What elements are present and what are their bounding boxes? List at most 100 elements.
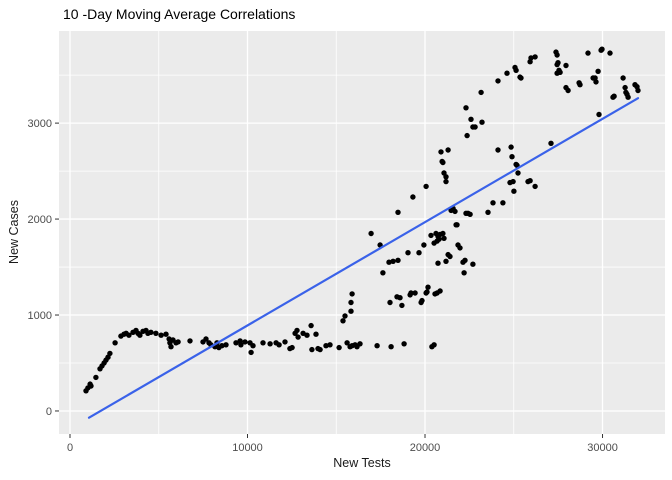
data-point (478, 89, 484, 96)
data-point (304, 332, 310, 338)
data-point (410, 194, 416, 200)
y-tick-label: 1000 (28, 310, 52, 322)
data-point (163, 331, 169, 337)
trend-line (87, 97, 640, 419)
data-point (309, 346, 315, 353)
data-point (470, 261, 476, 267)
data-point (336, 344, 342, 351)
data-point (395, 209, 401, 215)
data-point (233, 340, 239, 346)
data-point (443, 174, 449, 180)
data-point (495, 147, 501, 153)
data-point (548, 140, 554, 146)
data-point (485, 209, 491, 215)
data-point (267, 341, 273, 347)
data-point (622, 84, 628, 91)
data-point (399, 302, 405, 309)
data-point (294, 327, 300, 334)
data-point (435, 260, 441, 266)
data-point (428, 232, 434, 239)
data-point (317, 346, 323, 353)
data-point (443, 178, 449, 185)
data-point (479, 119, 485, 125)
x-tick-label: 10000 (232, 442, 263, 454)
data-point (137, 332, 143, 338)
data-point (635, 87, 641, 94)
x-tick-label: 30000 (587, 442, 618, 454)
data-point (395, 257, 401, 263)
data-point (401, 341, 407, 347)
data-point (513, 67, 519, 74)
data-point (607, 50, 613, 56)
data-point (357, 341, 363, 347)
data-point (387, 299, 393, 306)
data-point (390, 258, 396, 264)
y-axis-title: New Cases (7, 200, 21, 264)
data-point (515, 170, 521, 176)
data-point (348, 299, 354, 306)
data-point (126, 332, 132, 338)
data-point (467, 211, 473, 217)
data-point (495, 78, 501, 84)
data-point (554, 61, 560, 68)
data-point (421, 242, 427, 248)
data-point (107, 350, 113, 357)
data-point (500, 200, 506, 206)
data-point (437, 288, 443, 294)
data-point (344, 340, 350, 346)
data-point (620, 75, 626, 81)
x-tick-label: 0 (67, 442, 73, 454)
data-point (248, 349, 254, 356)
data-point (419, 297, 425, 304)
data-point (447, 253, 453, 260)
data-point (440, 159, 446, 166)
data-point (374, 343, 380, 349)
data-point (88, 383, 94, 389)
data-point (148, 329, 154, 335)
y-tick-label: 0 (46, 406, 52, 418)
data-point (295, 334, 301, 340)
data-point (431, 342, 437, 348)
data-point (511, 188, 517, 194)
data-point (508, 144, 514, 150)
data-point (388, 344, 394, 350)
data-point (349, 291, 355, 297)
data-point (563, 62, 569, 69)
data-point (282, 339, 288, 345)
data-point (527, 178, 533, 184)
data-point (260, 340, 266, 346)
data-point (380, 270, 386, 276)
data-point (532, 54, 538, 60)
x-tick-label: 20000 (410, 442, 441, 454)
data-point (611, 93, 617, 99)
data-point (93, 374, 99, 381)
data-point (313, 331, 319, 337)
data-point (219, 343, 225, 349)
data-point (416, 250, 422, 256)
data-point (436, 236, 442, 242)
data-point (425, 284, 431, 290)
data-point (457, 245, 463, 251)
data-point (153, 330, 159, 336)
data-point (412, 290, 418, 296)
data-point (408, 290, 414, 296)
data-point (308, 322, 314, 329)
y-tick-label: 2000 (28, 214, 52, 226)
data-point (203, 336, 209, 342)
data-point (397, 295, 403, 301)
data-point (532, 183, 538, 190)
data-point (518, 75, 524, 81)
data-point (368, 230, 374, 237)
chart-title: 10 -Day Moving Average Correlations (63, 6, 296, 22)
data-point (441, 235, 447, 241)
data-point (468, 116, 474, 123)
data-point (250, 343, 256, 349)
data-point (462, 257, 468, 263)
data-point (342, 313, 348, 319)
data-point (223, 342, 229, 348)
data-point (464, 132, 470, 139)
data-point (577, 82, 583, 88)
data-point (175, 339, 181, 345)
data-point (423, 183, 429, 190)
data-point (510, 178, 516, 185)
